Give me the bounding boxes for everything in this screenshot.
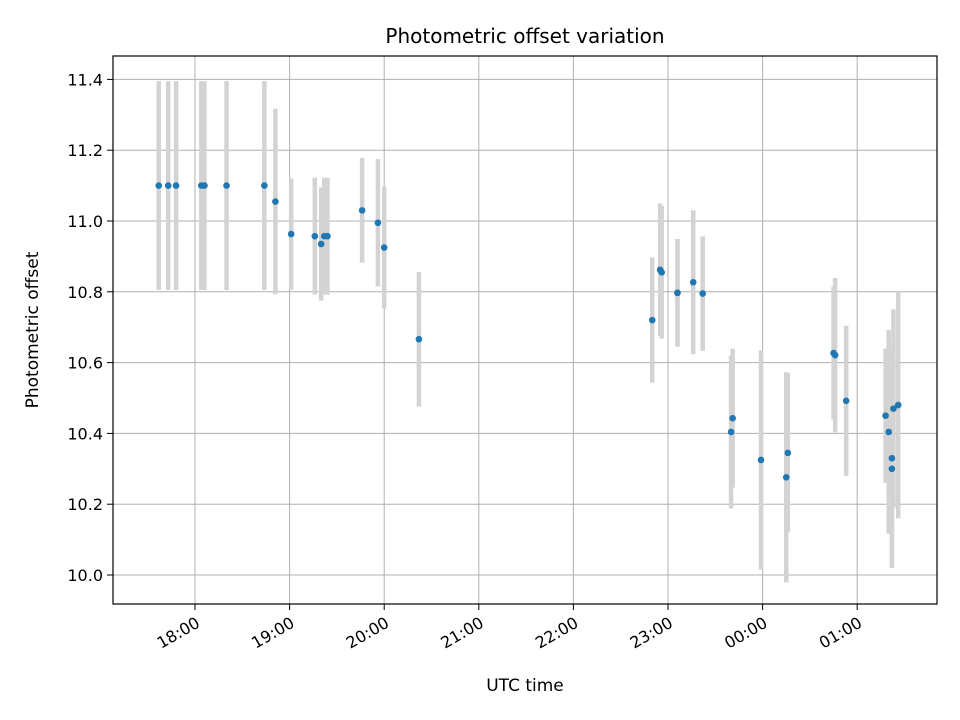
data-point: [894, 401, 902, 409]
chart-title: Photometric offset variation: [385, 24, 664, 48]
x-tick-label: 00:00: [721, 613, 770, 653]
y-tick-label: 10.0: [67, 566, 103, 585]
data-point: [272, 198, 279, 205]
plot-frame: [112, 55, 938, 605]
y-tick-label: 10.4: [67, 424, 103, 443]
data-point: [658, 269, 665, 276]
x-tick-label: 22:00: [532, 613, 581, 653]
y-tick-label: 10.2: [67, 495, 103, 514]
data-point: [882, 412, 889, 420]
data-point: [782, 473, 790, 481]
data-point: [261, 182, 268, 189]
data-point: [287, 230, 295, 238]
y-tick-label: 10.8: [67, 283, 103, 302]
error-bars: [156, 81, 901, 583]
data-point: [831, 351, 839, 359]
data-point: [888, 454, 896, 462]
x-axis: 18:00 19:00 20:00 21:00 22:00 23:00 00:00 01:00: [154, 604, 865, 653]
data-point: [223, 182, 230, 189]
data-point: [689, 278, 697, 286]
y-tick-label: 11.4: [67, 70, 103, 89]
data-point: [201, 182, 208, 189]
data-point: [784, 449, 792, 457]
x-tick-label: 20:00: [343, 613, 392, 653]
y-axis-title: Photometric offset: [23, 251, 43, 408]
data-point: [415, 335, 423, 343]
data-point: [648, 316, 656, 324]
data-point: [324, 232, 331, 240]
data-point: [164, 182, 172, 189]
data-point: [727, 428, 735, 436]
data-point: [890, 405, 897, 412]
x-tick-label: 23:00: [627, 613, 676, 653]
x-tick-label: 01:00: [816, 613, 865, 653]
data-point: [885, 428, 893, 436]
grid: [113, 56, 937, 604]
data-point: [888, 465, 896, 473]
data-point: [674, 289, 681, 297]
y-axis: 10.0 10.2 10.4 10.6 10.8 11.0 11.2 11.4: [67, 70, 113, 585]
data-point: [374, 219, 382, 227]
data-points: [155, 182, 902, 481]
data-point: [729, 414, 736, 422]
x-tick-label: 19:00: [248, 613, 297, 653]
x-axis-title: UTC time: [486, 676, 564, 696]
data-point: [155, 182, 163, 189]
data-point: [358, 207, 366, 214]
data-point: [172, 182, 180, 189]
data-point: [311, 232, 319, 240]
x-tick-label: 18:00: [154, 613, 203, 653]
data-point: [757, 456, 765, 464]
data-point: [842, 397, 850, 405]
y-tick-label: 11.0: [67, 212, 103, 231]
data-point: [380, 244, 388, 251]
y-tick-label: 10.6: [67, 354, 103, 373]
x-tick-label: 21:00: [437, 613, 486, 653]
data-point: [317, 240, 325, 248]
data-point: [699, 290, 706, 297]
y-tick-label: 11.2: [67, 141, 103, 160]
